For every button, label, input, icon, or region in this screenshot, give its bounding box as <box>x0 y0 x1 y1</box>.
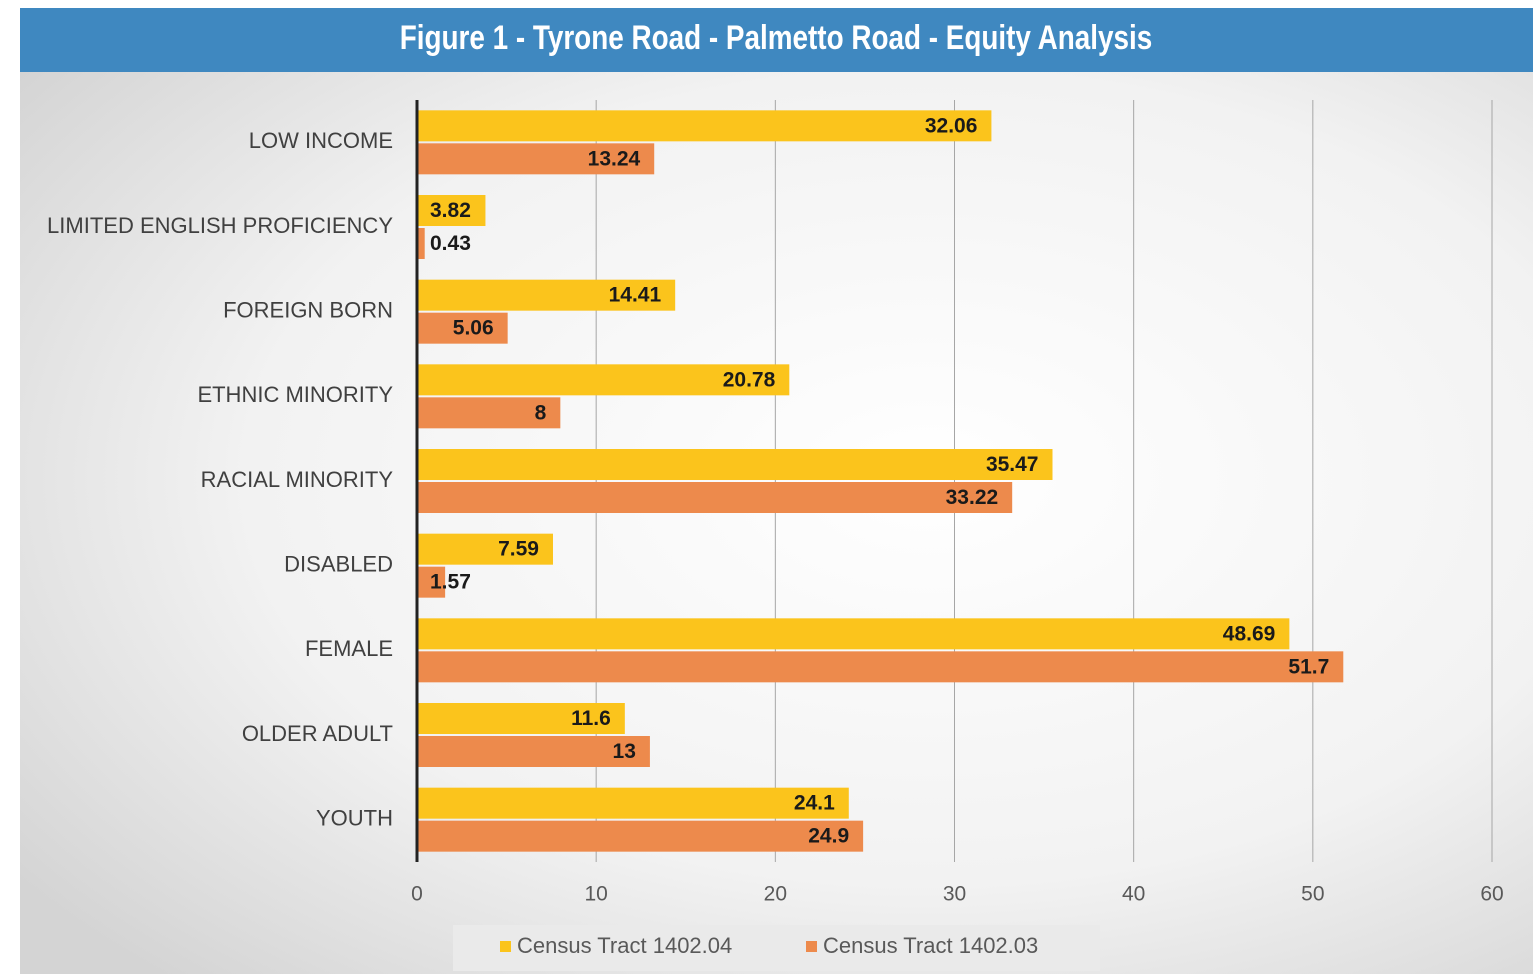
bar <box>417 143 655 175</box>
data-label: 5.06 <box>453 317 494 340</box>
data-label: 13.24 <box>588 147 641 170</box>
bar <box>417 312 508 344</box>
bar <box>417 618 1290 650</box>
bar <box>417 279 676 311</box>
bar <box>417 533 553 565</box>
bar <box>417 228 425 259</box>
x-tick-label: 60 <box>1480 883 1503 906</box>
y-tick-label: YOUTH <box>316 805 393 830</box>
data-label: 20.78 <box>723 368 776 391</box>
legend-swatch <box>500 941 511 952</box>
data-label: 11.6 <box>571 707 611 730</box>
chart-title: Figure 1 - Tyrone Road - Palmetto Road -… <box>400 18 1153 56</box>
data-label: 24.9 <box>808 825 849 848</box>
x-tick-label: 10 <box>584 883 607 906</box>
y-tick-label: DISABLED <box>284 551 393 576</box>
bar <box>417 566 446 598</box>
bar <box>417 397 561 429</box>
bar <box>417 449 1053 480</box>
data-label: 0.43 <box>430 232 471 255</box>
data-label: 3.82 <box>430 199 471 222</box>
bar <box>417 195 486 226</box>
y-tick-label: FEMALE <box>305 636 393 661</box>
data-label: 1.57 <box>430 571 471 594</box>
y-tick-label: OLDER ADULT <box>242 721 393 746</box>
bar <box>417 651 1344 683</box>
legend-swatch <box>806 941 817 952</box>
data-label: 32.06 <box>925 114 978 137</box>
bar <box>417 482 1013 513</box>
y-tick-label: ETHNIC MINORITY <box>197 382 393 407</box>
legend-box <box>453 925 1100 971</box>
bar <box>417 110 992 142</box>
data-label: 14.41 <box>609 284 662 307</box>
x-tick-label: 50 <box>1301 883 1324 906</box>
bar <box>417 787 849 819</box>
data-label: 51.7 <box>1288 655 1329 678</box>
legend-label: Census Tract 1402.04 <box>517 933 732 958</box>
data-label: 48.69 <box>1223 622 1276 645</box>
x-tick-label: 0 <box>411 883 423 906</box>
legend-label: Census Tract 1402.03 <box>823 933 1038 958</box>
y-tick-label: RACIAL MINORITY <box>201 467 394 492</box>
bar <box>417 364 790 396</box>
bar <box>417 820 864 852</box>
data-label: 8 <box>535 401 547 424</box>
x-tick-label: 30 <box>943 883 966 906</box>
data-label: 13 <box>613 740 636 763</box>
bar <box>417 703 625 734</box>
data-label: 7.59 <box>498 538 539 561</box>
data-label: 35.47 <box>986 453 1039 476</box>
y-tick-label: LOW INCOME <box>249 128 393 153</box>
x-tick-label: 40 <box>1122 883 1145 906</box>
x-tick-label: 20 <box>764 883 787 906</box>
y-tick-label: FOREIGN BORN <box>223 297 393 322</box>
data-label: 24.1 <box>794 792 835 815</box>
data-label: 33.22 <box>946 486 999 509</box>
y-tick-label: LIMITED ENGLISH PROFICIENCY <box>47 213 393 238</box>
bar <box>417 736 650 767</box>
title-banner <box>20 8 1533 72</box>
